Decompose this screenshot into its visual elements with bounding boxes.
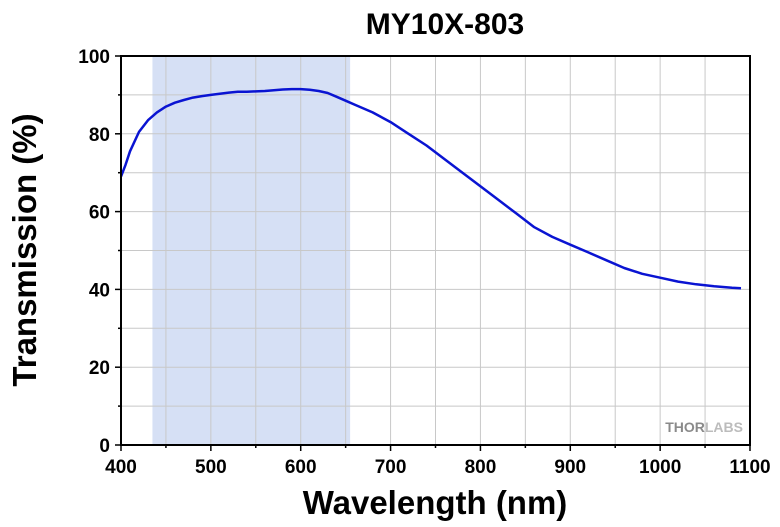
y-tick-label: 60 bbox=[89, 203, 110, 224]
x-tick-label: 700 bbox=[375, 457, 407, 478]
x-tick-labels: 400 500 600 700 800 900 1000 1100 bbox=[105, 457, 770, 478]
x-tick-label: 500 bbox=[195, 457, 227, 478]
y-tick-label: 20 bbox=[89, 358, 110, 379]
x-axis-title: Wavelength (nm) bbox=[303, 484, 568, 521]
y-tick-label: 100 bbox=[78, 47, 110, 68]
y-tick-label: 0 bbox=[99, 436, 110, 457]
y-tick-label: 80 bbox=[89, 125, 110, 146]
thorlabs-logo: THORLABS bbox=[665, 419, 743, 435]
plot-frame bbox=[120, 55, 751, 446]
x-tick-label: 900 bbox=[554, 457, 586, 478]
x-tick-label: 800 bbox=[465, 457, 497, 478]
x-tick-label: 600 bbox=[285, 457, 317, 478]
transmission-curve bbox=[119, 87, 742, 290]
y-tick-labels: 0 20 40 60 80 100 bbox=[78, 47, 110, 457]
x-tick-label: 1000 bbox=[639, 457, 681, 478]
y-tick-label: 40 bbox=[89, 280, 110, 301]
chart-title: MY10X-803 bbox=[366, 8, 524, 41]
x-tick-label: 1100 bbox=[729, 457, 770, 478]
y-axis-title: Transmission (%) bbox=[6, 113, 43, 386]
x-tick-label: 400 bbox=[105, 457, 137, 478]
grid-lines bbox=[121, 56, 750, 445]
